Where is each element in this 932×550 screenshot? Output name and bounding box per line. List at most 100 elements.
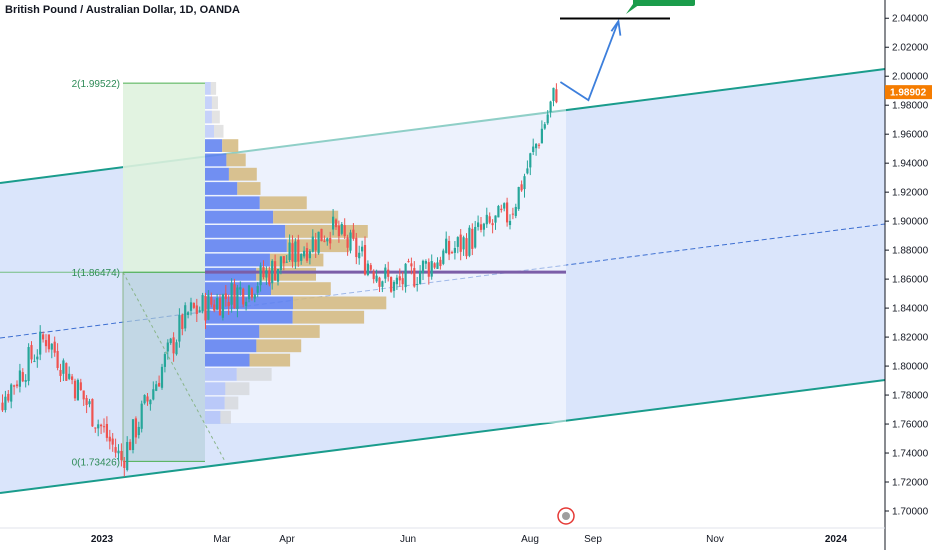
candles bbox=[1, 83, 558, 477]
candle-body bbox=[369, 265, 372, 270]
candle-body bbox=[450, 252, 454, 254]
candle-body bbox=[303, 250, 306, 257]
candle-body bbox=[239, 287, 242, 290]
volume-row-down bbox=[256, 267, 316, 281]
drawing-overlay[interactable] bbox=[557, 0, 695, 525]
candle-body bbox=[56, 350, 59, 368]
candle-body bbox=[485, 214, 488, 225]
candle-body bbox=[198, 310, 201, 312]
volume-row-up bbox=[205, 196, 260, 210]
candle-body bbox=[398, 276, 401, 281]
candle-body bbox=[282, 256, 285, 264]
candle-body bbox=[506, 202, 509, 223]
candle-body bbox=[187, 312, 190, 315]
candle-body bbox=[546, 114, 549, 124]
candle-body bbox=[85, 397, 88, 405]
candle-body bbox=[114, 447, 117, 453]
candle-body bbox=[108, 436, 111, 442]
candle-body bbox=[494, 215, 497, 223]
projection-path[interactable] bbox=[559, 20, 620, 102]
candle-body bbox=[332, 216, 335, 230]
candle-body bbox=[346, 237, 349, 248]
candle-body bbox=[82, 390, 85, 400]
channel-lower-line[interactable] bbox=[0, 379, 886, 494]
time-axis[interactable]: 2023 Mar Apr Jun Aug Sep Nov 2024 bbox=[91, 534, 848, 545]
candle-body bbox=[523, 176, 526, 190]
economic-event-icon[interactable] bbox=[557, 507, 575, 525]
candle-body bbox=[439, 259, 442, 267]
candle-body bbox=[230, 283, 233, 305]
volume-row-down bbox=[210, 82, 217, 95]
fib-zone-upper bbox=[123, 83, 205, 273]
time-tick-label: 2023 bbox=[91, 534, 114, 545]
volume-row-down bbox=[222, 139, 239, 152]
price-tick-label: 1.84000 bbox=[892, 304, 929, 315]
candle-body bbox=[323, 240, 326, 242]
candle-body bbox=[479, 224, 483, 230]
price-tick-label: 1.76000 bbox=[892, 420, 929, 431]
candle-body bbox=[155, 384, 158, 391]
price-tick-label: 1.94000 bbox=[892, 159, 929, 170]
candle-body bbox=[94, 427, 97, 429]
candle-body bbox=[79, 382, 82, 390]
fib-level-label: 1(1.86474) bbox=[72, 268, 120, 279]
price-axis[interactable]: 1.70000 1.72000 1.74000 1.76000 1.78000 1.800… bbox=[885, 14, 929, 518]
candle-body bbox=[378, 277, 381, 287]
target-label-box[interactable] bbox=[633, 0, 695, 6]
fib-level-label: 0(1.73426) bbox=[72, 457, 120, 468]
candle-body bbox=[427, 262, 430, 277]
volume-row-up bbox=[205, 267, 257, 281]
candle-body bbox=[111, 438, 114, 445]
candle-body bbox=[410, 263, 413, 267]
candle-body bbox=[529, 153, 532, 168]
volume-row-up bbox=[205, 124, 215, 138]
candle-body bbox=[152, 389, 155, 400]
time-tick-label: Aug bbox=[521, 534, 539, 545]
volume-row-up bbox=[205, 153, 227, 167]
candle-body bbox=[407, 261, 410, 263]
volume-row-up bbox=[205, 210, 274, 224]
candle-body bbox=[320, 228, 323, 242]
candle-body bbox=[520, 184, 523, 191]
candle-body bbox=[100, 424, 103, 427]
candle-body bbox=[73, 380, 77, 399]
candle-body bbox=[279, 256, 282, 270]
volume-row-down bbox=[228, 167, 257, 181]
candle-body bbox=[453, 248, 456, 253]
candle-body bbox=[129, 441, 132, 451]
candle-body bbox=[120, 451, 123, 461]
candle-body bbox=[24, 380, 27, 382]
candle-body bbox=[33, 360, 36, 362]
candle-body bbox=[311, 236, 314, 252]
time-tick-label: Sep bbox=[584, 534, 602, 545]
candle-body bbox=[305, 248, 309, 261]
candle-body bbox=[21, 372, 24, 382]
candle-body bbox=[143, 395, 146, 404]
candle-body bbox=[543, 124, 546, 129]
candle-body bbox=[363, 245, 367, 275]
candle-body bbox=[462, 237, 465, 250]
candle-body bbox=[221, 294, 224, 318]
volume-profile[interactable] bbox=[0, 80, 566, 424]
candle-body bbox=[358, 252, 361, 259]
volume-row-down bbox=[211, 110, 220, 124]
candle-body bbox=[456, 237, 459, 247]
candle-body bbox=[30, 345, 33, 360]
candle-body bbox=[36, 356, 39, 360]
candle-body bbox=[300, 254, 303, 261]
volume-row-down bbox=[224, 396, 239, 410]
candle-body bbox=[326, 238, 329, 242]
volume-row-up bbox=[205, 410, 221, 424]
candle-body bbox=[329, 237, 332, 244]
candle-body bbox=[317, 231, 320, 254]
candle-body bbox=[42, 334, 45, 340]
candle-body bbox=[497, 206, 500, 218]
volume-row-down bbox=[236, 368, 272, 381]
candle-body bbox=[366, 263, 369, 275]
candle-body bbox=[532, 146, 535, 153]
fib-level-label: 2(1.99522) bbox=[72, 79, 120, 90]
candle-body bbox=[265, 270, 268, 278]
candle-body bbox=[123, 461, 126, 468]
candle-body bbox=[349, 232, 352, 251]
